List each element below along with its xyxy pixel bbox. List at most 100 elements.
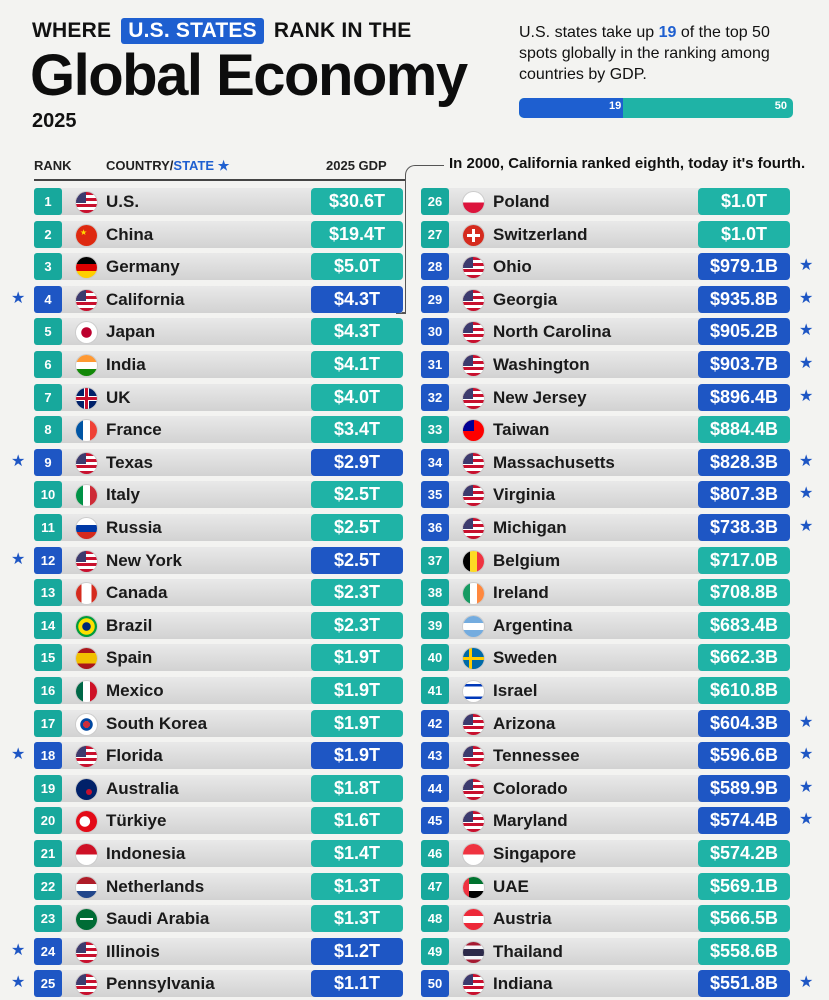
table-row: 37 Belgium $717.0B: [421, 547, 790, 574]
table-row: 3 Germany $5.0T: [34, 253, 403, 280]
flag-uk-icon: [75, 387, 98, 410]
rank-badge: 12: [34, 547, 62, 574]
table-row: 24 Illinois $1.2T: [34, 938, 403, 965]
table-row: 26 Poland $1.0T: [421, 188, 790, 215]
entity-name: Pennsylvania: [106, 974, 215, 993]
gdp-value: $19.4T: [311, 221, 403, 248]
flag-sa-icon: [75, 908, 98, 931]
rank-badge: 18: [34, 742, 62, 769]
gdp-value: $4.1T: [311, 351, 403, 378]
gdp-value: $896.4B: [698, 384, 790, 411]
flag-us-icon: [75, 550, 98, 573]
entity-name: Switzerland: [493, 225, 588, 244]
table-row: 22 Netherlands $1.3T: [34, 873, 403, 900]
table-row: 6 India $4.1T: [34, 351, 403, 378]
gdp-value: $1.9T: [311, 677, 403, 704]
table-row: 49 Thailand $558.6B: [421, 938, 790, 965]
entity-name: France: [106, 420, 162, 439]
col-head-country: COUNTRY/: [106, 158, 174, 173]
table-row: 47 UAE $569.1B: [421, 873, 790, 900]
table-row: 39 Argentina $683.4B: [421, 612, 790, 639]
rank-badge: 22: [34, 873, 62, 900]
gdp-value: $30.6T: [311, 188, 403, 215]
entity-name: South Korea: [106, 714, 208, 733]
flag-us-icon: [462, 973, 485, 996]
page-title: Global Economy: [30, 43, 468, 108]
rank-badge: 23: [34, 905, 62, 932]
flag-be-icon: [462, 550, 485, 573]
entity-name: New Jersey: [493, 388, 587, 407]
entity-name: Indonesia: [106, 844, 186, 863]
flag-ie-icon: [462, 582, 485, 605]
table-row: 40 Sweden $662.3B: [421, 644, 790, 671]
entity-name: Argentina: [493, 616, 573, 635]
table-row: 27 Switzerland $1.0T: [421, 221, 790, 248]
rank-badge: 39: [421, 612, 449, 639]
flag-jp-icon: [75, 321, 98, 344]
rank-badge: 33: [421, 416, 449, 443]
entity-name: India: [106, 355, 146, 374]
gdp-value: $2.3T: [311, 579, 403, 606]
table-row: 25 Pennsylvania $1.1T: [34, 970, 403, 997]
flag-mx-icon: [75, 680, 98, 703]
table-row: 42 Arizona $604.3B: [421, 710, 790, 737]
gdp-value: $551.8B: [698, 970, 790, 997]
gdp-value: $935.8B: [698, 286, 790, 313]
state-star-icon: ★: [11, 746, 26, 763]
rank-badge: 45: [421, 807, 449, 834]
rank-badge: 5: [34, 318, 62, 345]
kicker: WHERE U.S. STATES RANK IN THE: [32, 18, 411, 44]
rank-badge: 9: [34, 449, 62, 476]
entity-name: Germany: [106, 257, 180, 276]
rank-badge: 24: [34, 938, 62, 965]
intro-text: U.S. states take up 19 of the top 50 spo…: [519, 22, 809, 85]
gdp-value: $1.3T: [311, 873, 403, 900]
rank-badge: 43: [421, 742, 449, 769]
flag-il-icon: [462, 680, 485, 703]
col-head-state: STATE: [173, 158, 215, 173]
rank-badge: 48: [421, 905, 449, 932]
rank-badge: 17: [34, 710, 62, 737]
table-row: 31 Washington $903.7B: [421, 351, 790, 378]
flag-ru-icon: [75, 517, 98, 540]
gdp-value: $903.7B: [698, 351, 790, 378]
table-row: 14 Brazil $2.3T: [34, 612, 403, 639]
header: WHERE U.S. STATES RANK IN THE Global Eco…: [0, 0, 829, 150]
table-row: 17 South Korea $1.9T: [34, 710, 403, 737]
state-star-icon: ★: [799, 257, 814, 274]
gdp-value: $5.0T: [311, 253, 403, 280]
gdp-value: $1.4T: [311, 840, 403, 867]
gdp-value: $566.5B: [698, 905, 790, 932]
gdp-value: $905.2B: [698, 318, 790, 345]
header-divider: [34, 179, 406, 181]
intro-post: of the top 50 spots globally in the rank…: [519, 24, 770, 83]
state-star-icon: ★: [799, 453, 814, 470]
gdp-value: $1.1T: [311, 970, 403, 997]
rank-badge: 3: [34, 253, 62, 280]
state-star-icon: ★: [799, 779, 814, 796]
col-head-star-icon: ★: [217, 158, 230, 173]
entity-name: Tennessee: [493, 746, 580, 765]
flag-it-icon: [75, 484, 98, 507]
entity-name: Canada: [106, 583, 168, 602]
flag-us-icon: [462, 745, 485, 768]
state-star-icon: ★: [799, 322, 814, 339]
gdp-value: $1.3T: [311, 905, 403, 932]
state-star-icon: ★: [799, 290, 814, 307]
entity-name: Brazil: [106, 616, 153, 635]
table-row: 44 Colorado $589.9B: [421, 775, 790, 802]
flag-us-icon: [462, 256, 485, 279]
rank-badge: 15: [34, 644, 62, 671]
table-row: 34 Massachusetts $828.3B: [421, 449, 790, 476]
table-row: 8 France $3.4T: [34, 416, 403, 443]
flag-se-icon: [462, 647, 485, 670]
flag-us-icon: [462, 321, 485, 344]
table-row: 1 U.S. $30.6T: [34, 188, 403, 215]
rank-badge: 13: [34, 579, 62, 606]
entity-name: Taiwan: [493, 420, 550, 439]
flag-us-icon: [75, 745, 98, 768]
entity-name: Mexico: [106, 681, 164, 700]
state-star-icon: ★: [11, 453, 26, 470]
entity-name: Austria: [493, 909, 552, 928]
state-star-icon: ★: [11, 290, 26, 307]
